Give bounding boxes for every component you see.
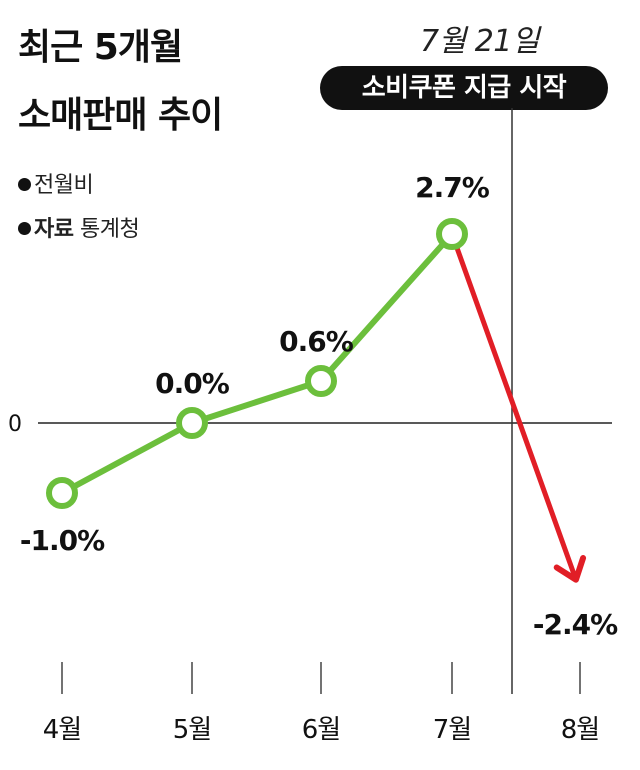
data-label-6월: 0.6% (279, 325, 354, 358)
data-point-5월 (176, 407, 208, 439)
x-axis-label: 8월 (561, 715, 599, 745)
source-prefix: 자료 (34, 217, 74, 242)
data-point-6월 (305, 365, 337, 397)
x-axis-label: 5월 (173, 715, 211, 745)
data-point-7월 (436, 218, 468, 250)
event-badge: 소비쿠폰 지급 시작 (320, 66, 608, 110)
basis-text: 전월비 (34, 173, 94, 198)
x-axis-label: 4월 (43, 715, 81, 745)
event-date: 7월 21일 (420, 24, 540, 59)
data-label-4월: -1.0% (20, 524, 105, 557)
bullet-icon (18, 178, 31, 191)
series-line-segment (59, 420, 195, 496)
bullet-icon (18, 222, 31, 235)
data-label-7월: 2.7% (415, 171, 490, 204)
decline-arrow (452, 239, 587, 583)
x-axis-label: 7월 (433, 715, 471, 745)
x-axis-label: 6월 (302, 715, 340, 745)
basis-note: 전월비 (18, 167, 94, 199)
chart-title-line-2: 소매판매 추이 (18, 95, 223, 136)
data-label-5월: 0.0% (155, 367, 230, 400)
data-label-8월: -2.4% (533, 608, 618, 641)
source-note: 자료 통계청 (18, 211, 140, 243)
chart-title-line-1: 최근 5개월 (18, 27, 183, 68)
y-axis-tick-label: 0 (8, 412, 22, 437)
series-line-segment (318, 231, 455, 384)
series-line-segment (189, 378, 324, 426)
source-text: 통계청 (79, 217, 140, 242)
data-point-4월 (46, 477, 78, 509)
